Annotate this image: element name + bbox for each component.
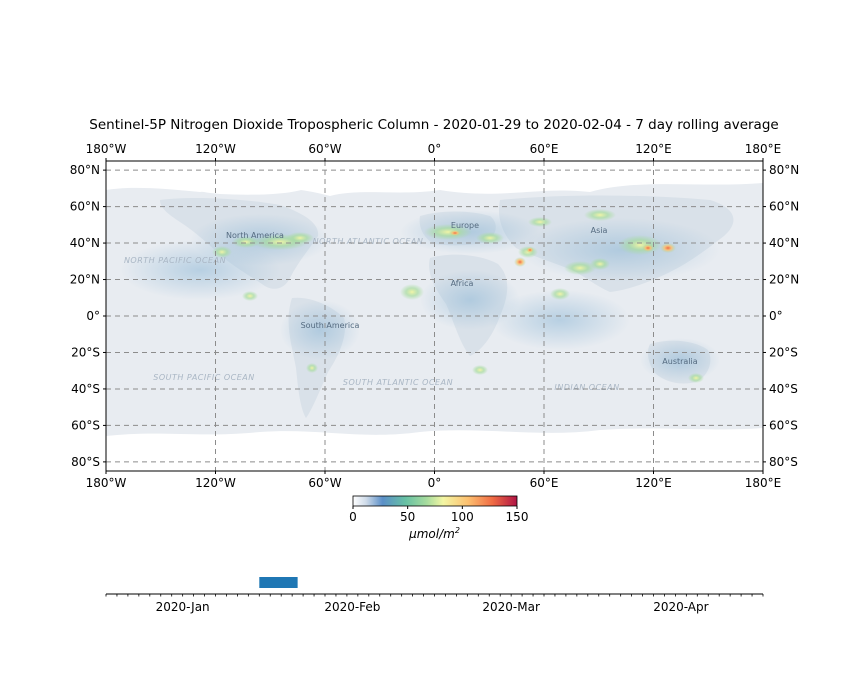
colorbar-tick-label: 0 — [349, 510, 357, 524]
colorbar-ticks: 0 50 100 150 — [349, 506, 528, 524]
lon-label-bottom: 180°E — [745, 476, 782, 490]
timeline-ticks: 2020-Jan 2020-Feb 2020-Mar 2020-Apr — [105, 594, 764, 614]
label-africa: Africa — [451, 279, 474, 288]
map-tick-labels: 180°W 180°W 120°W 120°W 60°W 60°W 0° 0° 60°E 60°E… — [70, 142, 800, 490]
label-south-atlantic: SOUTH ATLANTIC OCEAN — [343, 378, 453, 387]
basemap: North America South America Europe Afric… — [106, 161, 763, 471]
label-south-pacific: SOUTH PACIFIC OCEAN — [153, 373, 255, 382]
lat-label-left: 80°N — [70, 163, 100, 177]
lon-label-top: 0° — [428, 142, 442, 156]
colorbar-tick-label: 150 — [506, 510, 529, 524]
lat-label-left: 40°S — [71, 382, 100, 396]
colorbar-tick-label: 50 — [400, 510, 415, 524]
label-south-america: South America — [301, 321, 360, 330]
lon-label-top: 120°W — [195, 142, 236, 156]
lat-label-right: 60°S — [769, 418, 798, 432]
label-north-america-1: North America — [226, 231, 284, 240]
lat-label-right: 0° — [769, 309, 783, 323]
lat-label-left: 20°N — [70, 273, 100, 287]
lon-label-top: 60°W — [308, 142, 341, 156]
lat-label-right: 40°S — [769, 382, 798, 396]
timeline-month-label: 2020-Jan — [156, 600, 210, 614]
lat-label-right: 20°N — [769, 273, 799, 287]
timeline-month-label: 2020-Feb — [324, 600, 380, 614]
lat-label-left: 20°S — [71, 345, 100, 359]
gridlines — [106, 161, 763, 471]
timeline: 2020-Jan 2020-Feb 2020-Mar 2020-Apr — [105, 577, 764, 614]
colorbar: 0 50 100 150 — [349, 495, 528, 524]
label-australia: Australia — [662, 357, 697, 366]
lon-label-bottom: 60°W — [308, 476, 341, 490]
lat-label-right: 20°S — [769, 345, 798, 359]
colorbar-gradient — [352, 495, 518, 507]
map-title: Sentinel-5P Nitrogen Dioxide Tropospheri… — [89, 117, 779, 133]
label-north-pacific: NORTH PACIFIC OCEAN — [124, 256, 226, 265]
colorbar-tick-label: 100 — [451, 510, 474, 524]
colorbar-unit: μmol/m2 — [409, 526, 460, 541]
lat-label-left: 60°S — [71, 418, 100, 432]
lat-label-left: 40°N — [70, 236, 100, 250]
lat-label-left: 80°S — [71, 455, 100, 469]
label-north-atlantic: NORTH ATLANTIC OCEAN — [313, 237, 424, 246]
greenland-snow — [189, 180, 310, 195]
lat-label-left: 0° — [86, 309, 100, 323]
label-asia: Asia — [591, 226, 608, 235]
lon-label-bottom: 0° — [428, 476, 442, 490]
lat-label-right: 80°S — [769, 455, 798, 469]
timeline-window-bar — [259, 577, 298, 588]
lon-label-top: 120°E — [635, 142, 672, 156]
lon-label-top: 60°E — [530, 142, 559, 156]
label-indian-ocean: INDIAN OCEAN — [554, 383, 619, 392]
lon-label-bottom: 120°E — [635, 476, 672, 490]
lat-label-right: 80°N — [769, 163, 799, 177]
lon-label-top: 180°E — [745, 142, 782, 156]
timeline-month-label: 2020-Apr — [653, 600, 708, 614]
timeline-month-label: 2020-Mar — [482, 600, 540, 614]
label-europe: Europe — [451, 221, 479, 230]
lon-label-top: 180°W — [86, 142, 127, 156]
lon-label-bottom: 120°W — [195, 476, 236, 490]
lon-label-bottom: 60°E — [530, 476, 559, 490]
lat-label-right: 60°N — [769, 200, 799, 214]
no2-hotspots — [212, 209, 704, 383]
lat-label-left: 60°N — [70, 200, 100, 214]
lat-label-right: 40°N — [769, 236, 799, 250]
map-panel: North America South America Europe Afric… — [70, 142, 800, 490]
lon-label-bottom: 180°W — [86, 476, 127, 490]
